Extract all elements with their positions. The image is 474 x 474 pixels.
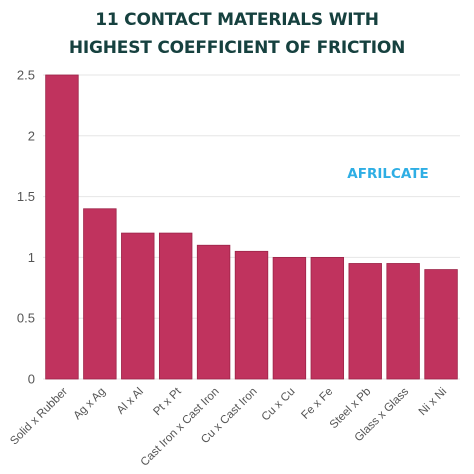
x-category-label: Al x Al [115, 386, 146, 417]
bar-5 [196, 244, 231, 380]
bars [45, 74, 458, 380]
bar-6 [234, 250, 269, 380]
y-tick-label: 0 [28, 372, 35, 387]
y-tick-label: 2.5 [17, 68, 35, 83]
x-category-label: Solid x Rubber [8, 386, 70, 448]
x-category-label: Fe x Fe [299, 386, 335, 422]
bar-7 [272, 256, 307, 380]
bar-8 [310, 256, 345, 380]
bar-3 [121, 232, 155, 380]
y-axis-ticks: 0 0.5 1 1.5 2 2.5 [17, 68, 35, 387]
bar-9 [348, 263, 382, 380]
y-tick-label: 2 [28, 128, 35, 143]
bar-4 [158, 232, 193, 380]
chart-title-line-1: 11 CONTACT MATERIALS WITH [95, 10, 379, 30]
y-tick-label: 1.5 [17, 189, 35, 204]
y-tick-label: 1 [28, 250, 35, 265]
watermark-label: AFRILCATE [347, 166, 428, 182]
bar-2 [83, 208, 117, 380]
bar-10 [386, 263, 420, 380]
x-category-label: Ag x Ag [71, 386, 108, 423]
y-tick-label: 0.5 [17, 311, 35, 326]
x-axis-labels: Solid x Rubber Ag x Ag Al x Al Pt x PtCast … [8, 385, 449, 469]
bar-11 [424, 269, 458, 380]
x-category-label: Cu x Cu [260, 386, 298, 424]
bar-1 [45, 74, 79, 380]
x-category-label: Pt x Pt [151, 385, 184, 418]
x-category-label: Ni x Ni [417, 386, 449, 418]
chart-title-line-2: HIGHEST COEFFICIENT OF FRICTION [68, 38, 406, 58]
